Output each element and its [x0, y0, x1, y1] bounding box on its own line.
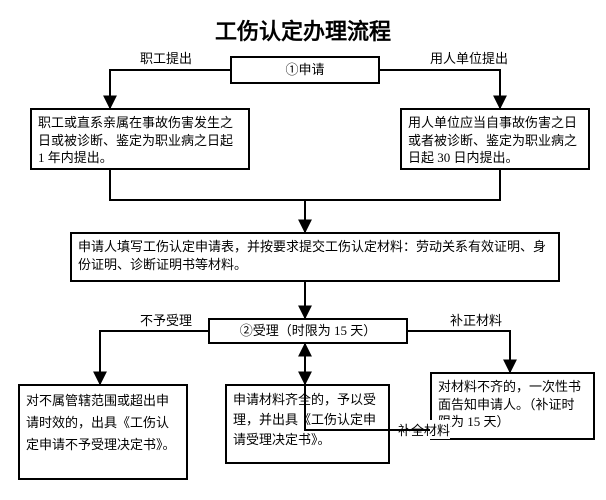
node-approve-label: 申请材料齐全的，予以受理，并出具《工伤认定申请受理决定书》。 — [233, 392, 376, 447]
label-worker-submit: 职工提出 — [140, 48, 192, 67]
node-employer-label: 用人单位应当自事故伤害之日或者被诊断、鉴定为职业病之日起 30 日内提出。 — [408, 115, 577, 165]
node-reject-label: 对不属管辖范围或超出申请时效的，出具《工伤认定申请不予受理决定书》。 — [26, 393, 176, 452]
node-worker: 职工或直系亲属在事故伤害发生之日或被诊断、鉴定为职业病之日起 1 年内提出。 — [30, 108, 250, 170]
node-fillform-label: 申请人填写工伤认定申请表，并按要求提交工伤认定材料：劳动关系有效证明、身份证明、… — [78, 239, 546, 272]
label-worker-submit-text: 职工提出 — [140, 51, 192, 66]
label-need-more-text: 补正材料 — [450, 313, 502, 328]
node-accept-label: ②受理（时限为 15 天） — [240, 322, 377, 340]
label-no-accept: 不予受理 — [140, 310, 192, 329]
label-employer-submit-text: 用人单位提出 — [430, 51, 508, 66]
flowchart-canvas: 工伤认定办理流程 ①申请 职工或直系亲属在事故伤害发生之日或被诊断、鉴定为职业病… — [0, 0, 606, 500]
node-apply-label: ①申请 — [285, 61, 324, 79]
label-resubmit-text: 补全材料 — [398, 423, 450, 438]
node-employer: 用人单位应当自事故伤害之日或者被诊断、鉴定为职业病之日起 30 日内提出。 — [400, 108, 590, 170]
page-title-text: 工伤认定办理流程 — [215, 19, 391, 44]
label-resubmit: 补全材料 — [398, 420, 450, 439]
node-supplement-label: 对材料不齐的，一次性书面告知申请人。（补证时限为 15 天） — [438, 379, 581, 429]
node-apply: ①申请 — [230, 56, 380, 84]
node-worker-label: 职工或直系亲属在事故伤害发生之日或被诊断、鉴定为职业病之日起 1 年内提出。 — [38, 115, 233, 165]
node-supplement: 对材料不齐的，一次性书面告知申请人。（补证时限为 15 天） — [430, 372, 595, 440]
node-approve: 申请材料齐全的，予以受理，并出具《工伤认定申请受理决定书》。 — [225, 384, 390, 464]
label-no-accept-text: 不予受理 — [140, 313, 192, 328]
page-title: 工伤认定办理流程 — [0, 14, 606, 46]
node-accept: ②受理（时限为 15 天） — [208, 318, 408, 344]
label-employer-submit: 用人单位提出 — [430, 48, 508, 67]
node-reject: 对不属管辖范围或超出申请时效的，出具《工伤认定申请不予受理决定书》。 — [18, 384, 188, 480]
label-need-more: 补正材料 — [450, 310, 502, 329]
node-fillform: 申请人填写工伤认定申请表，并按要求提交工伤认定材料：劳动关系有效证明、身份证明、… — [70, 232, 560, 282]
